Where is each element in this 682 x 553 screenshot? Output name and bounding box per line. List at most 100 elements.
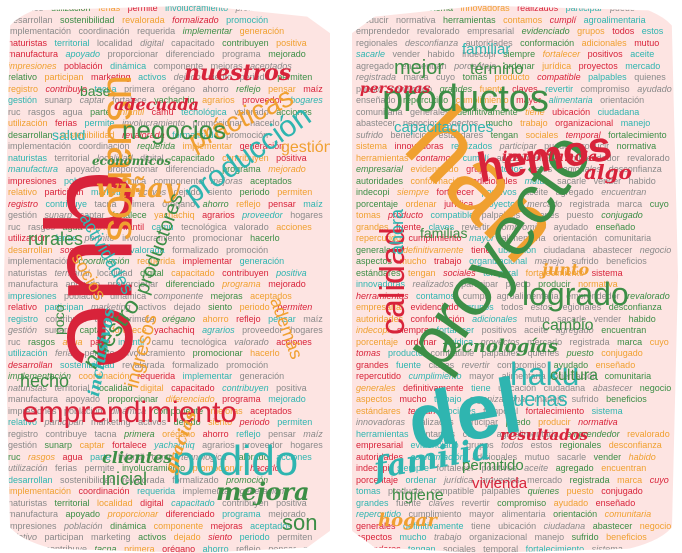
small-word: impresiones <box>8 60 65 71</box>
small-word: naturistas <box>8 152 55 163</box>
small-word: dinámica <box>110 520 154 531</box>
small-word: mayor <box>469 509 502 519</box>
small-word: permite <box>84 463 123 473</box>
small-word: aceptados <box>250 175 292 186</box>
small-word: requerida <box>137 486 183 496</box>
small-word: encuentran <box>601 187 647 197</box>
word-podido: podido <box>172 437 299 484</box>
small-word: proyectos <box>480 336 528 347</box>
small-word: tiene <box>471 244 499 255</box>
small-word: reflejo <box>236 543 269 553</box>
small-word: definitivamente <box>457 106 526 117</box>
small-word: ferias <box>55 233 85 243</box>
small-word: sistema <box>591 543 623 553</box>
small-word: tacna <box>94 428 125 439</box>
small-word: captar <box>79 95 113 105</box>
right-small-words: fortalecimiento sistema innovadoras real… <box>352 6 678 553</box>
small-word: ruc <box>8 221 29 232</box>
small-word: beneficios <box>606 256 647 266</box>
small-word: comunitaria <box>604 509 652 519</box>
small-word: encuentran <box>601 325 647 335</box>
small-word: hacerlo <box>250 233 280 243</box>
small-word: utilización <box>8 233 56 243</box>
small-word: ahorro <box>202 543 237 553</box>
small-word: desarrollan <box>8 14 61 25</box>
small-word: compromiso <box>580 83 638 94</box>
small-word: autoridades <box>356 313 411 324</box>
small-word: evidenciado <box>410 440 467 450</box>
small-word: estándares <box>438 129 491 140</box>
small-word: hacerlo <box>250 118 280 128</box>
small-word: permite <box>84 348 123 358</box>
small-word: pensar <box>268 428 304 439</box>
small-word: gestión <box>8 440 45 450</box>
small-word: trabajo <box>434 394 470 404</box>
small-word: estándares <box>356 405 409 416</box>
small-word: naturistas <box>8 37 55 48</box>
small-word: aceite <box>630 49 655 59</box>
small-word: conjugado <box>601 210 643 220</box>
small-word: impresiones <box>8 175 65 186</box>
small-word: fortalecer <box>436 187 482 197</box>
small-word: conjugado <box>601 348 643 358</box>
small-word: tiene <box>471 382 499 393</box>
small-word: enseñado <box>595 221 636 232</box>
small-word: promoción <box>226 244 269 255</box>
small-word: agroalimentaria <box>496 428 567 439</box>
small-word: habido <box>628 451 656 462</box>
small-word: ubicación <box>498 520 544 531</box>
small-word: yachachiq <box>154 210 203 220</box>
word-hecho: hecho <box>20 371 70 391</box>
small-word: captar <box>79 440 113 450</box>
small-word: coordinación <box>78 141 138 151</box>
word-inicial: inicial <box>102 469 148 489</box>
small-word: ciudadana <box>543 520 593 531</box>
small-word: ordenar <box>405 336 445 347</box>
small-word: empresarial <box>356 440 411 450</box>
small-word: dejado <box>173 72 209 82</box>
small-word: naturistas <box>8 267 55 278</box>
small-word: rasgos <box>28 451 63 462</box>
small-word: palpables <box>481 486 528 496</box>
small-word: desarrollan <box>8 129 61 140</box>
small-word: herramientas <box>356 428 417 439</box>
small-word: autoridades <box>356 451 411 462</box>
small-word: tiene <box>525 106 553 117</box>
small-word: normativa <box>578 279 618 289</box>
small-word: orégano <box>162 198 203 209</box>
small-word: habido <box>427 49 463 59</box>
small-word: digital <box>140 37 172 48</box>
small-word: localidad <box>97 152 141 163</box>
small-word: permiten <box>277 532 313 542</box>
small-word: apoyado <box>65 279 108 289</box>
small-word: activos <box>138 187 174 197</box>
small-word: porcentaje <box>356 474 406 485</box>
small-word: ayudado <box>553 497 596 508</box>
small-word: indecopi <box>356 463 398 473</box>
word-familiar: familiar <box>462 41 511 58</box>
small-word: palpables <box>481 210 528 220</box>
small-word: comunitaria <box>604 371 652 381</box>
small-word: aspectos <box>356 394 400 404</box>
small-word: naturistas <box>8 382 55 393</box>
small-word: regionales <box>559 164 609 174</box>
small-word: negocio <box>403 118 443 128</box>
small-word: parte <box>90 336 119 347</box>
small-word: promocionar <box>192 118 251 128</box>
small-word: producir <box>538 417 579 427</box>
small-word: tecnológica <box>181 451 235 462</box>
small-word: camu <box>151 451 182 462</box>
small-word: camu <box>151 221 182 232</box>
small-word: conjugado <box>601 486 643 496</box>
small-word: impresiones <box>8 290 65 301</box>
small-word: emprendedor <box>566 152 628 163</box>
word-logrado: logrado <box>522 276 629 312</box>
small-word: infantil <box>118 336 152 347</box>
small-word: revertir <box>545 83 581 94</box>
small-word: siento <box>208 417 240 427</box>
small-word: generación <box>239 141 285 151</box>
small-word: promocionar <box>235 3 294 13</box>
small-word: digital <box>140 152 172 163</box>
small-word: fortalece <box>112 325 155 335</box>
small-word: acciones <box>8 3 52 13</box>
